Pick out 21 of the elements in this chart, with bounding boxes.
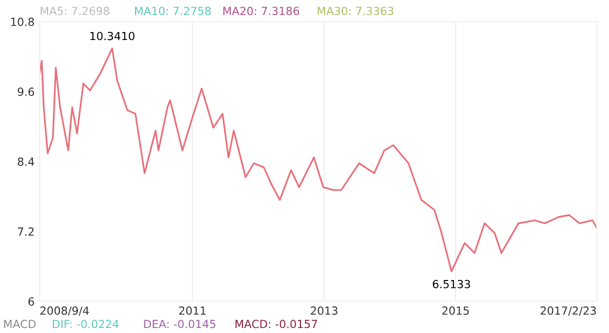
annotation: 10.3410: [90, 32, 134, 40]
annotation: 6.5133: [432, 280, 470, 288]
text: MACD: -0.0157: [236, 320, 317, 328]
text: MA20: 7.3186: [223, 6, 300, 16]
text: DIF: -0.0224: [52, 320, 119, 328]
text: MA30: 7.3363: [318, 6, 394, 16]
x-tick-label: 2011: [179, 306, 206, 315]
y-tick-label: 8.4: [18, 157, 34, 166]
line-series: [40, 48, 597, 272]
x-tick-label: 2008/9/4: [40, 306, 89, 316]
text: DEA: -0.0145: [144, 320, 216, 328]
text: MA5: 7.2698: [40, 6, 110, 16]
text: MACD: [4, 320, 36, 328]
y-tick-label: 10.8: [11, 18, 34, 26]
y-tick-label: 6: [28, 297, 34, 306]
x-tick-label: 2017/2/23: [540, 306, 596, 316]
x-tick-label: 2013: [310, 306, 338, 315]
text: MA10: 7.2758: [135, 6, 211, 16]
y-tick-label: 9.6: [18, 88, 34, 96]
x-tick-label: 2015: [442, 306, 469, 315]
y-tick-label: 7.2: [18, 227, 34, 236]
